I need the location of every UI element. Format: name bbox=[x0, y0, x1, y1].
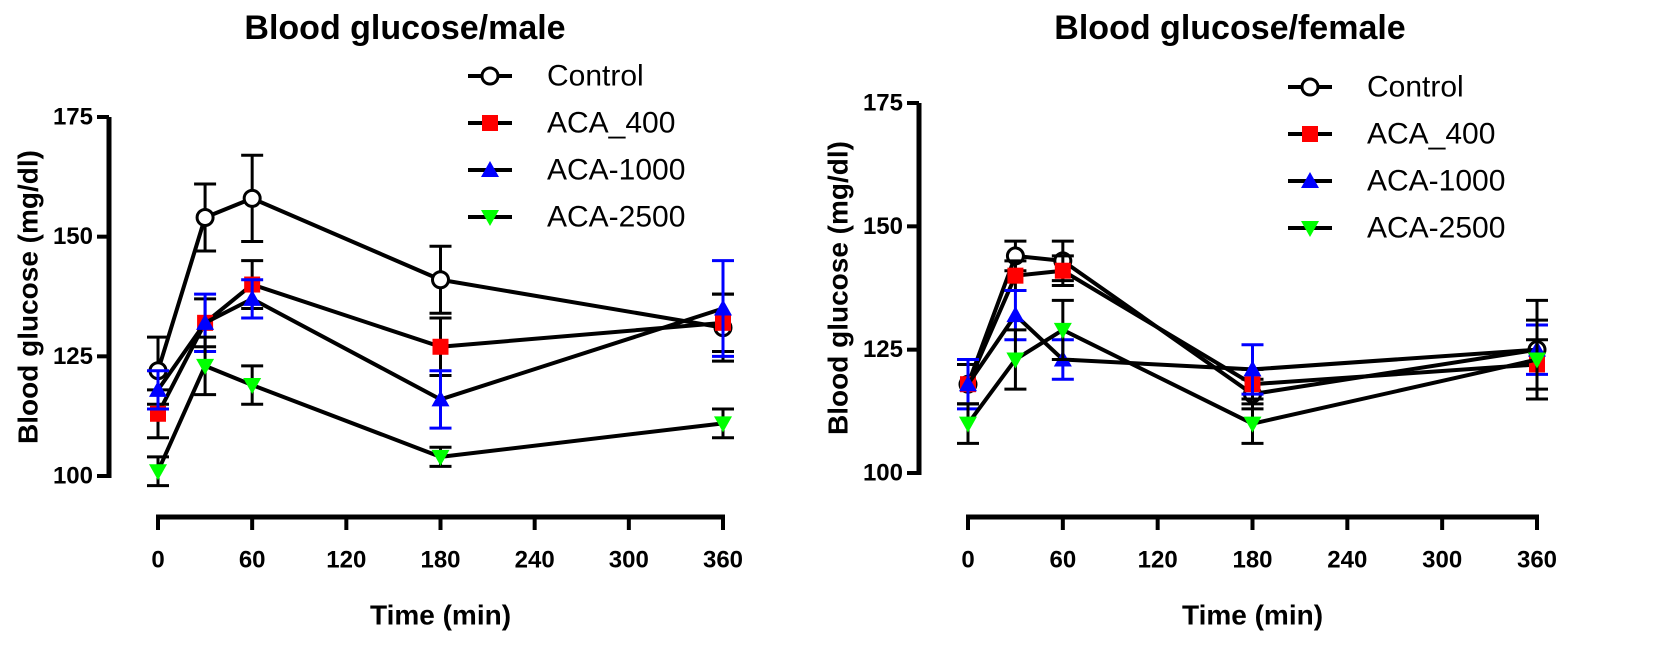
legend-label: ACA-2500 bbox=[1367, 212, 1505, 245]
y-tick-label: 100 bbox=[863, 460, 903, 487]
x-axis-label: Time (min) bbox=[1182, 600, 1323, 631]
legend-marker bbox=[481, 210, 499, 226]
data-point bbox=[242, 188, 262, 208]
legend-marker bbox=[482, 115, 498, 131]
x-tick-label: 180 bbox=[420, 547, 460, 574]
x-tick-label: 240 bbox=[1327, 547, 1367, 574]
legend-label: ACA-1000 bbox=[1367, 165, 1505, 198]
data-point bbox=[1006, 352, 1025, 369]
y-tick-label: 150 bbox=[863, 213, 903, 240]
legend-item: ACA-1000 bbox=[1288, 165, 1505, 198]
series-ACA-1000 bbox=[147, 259, 734, 430]
series-Control bbox=[147, 153, 734, 406]
legend-label: ACA-1000 bbox=[547, 154, 685, 187]
x-tick-label: 180 bbox=[1232, 547, 1272, 574]
legend-marker bbox=[480, 66, 500, 86]
x-axis-label: Time (min) bbox=[370, 600, 511, 631]
data-point bbox=[431, 390, 450, 407]
data-point bbox=[1007, 267, 1024, 284]
series-ACA-1000 bbox=[957, 288, 1548, 411]
legend-label: ACA_400 bbox=[1367, 118, 1495, 151]
chart-panel-2: Blood glucose/female 100 125 150 175 0 60 120 18… bbox=[823, 9, 1558, 631]
y-tick-label: 100 bbox=[53, 463, 93, 490]
y-tick-label: 125 bbox=[53, 343, 93, 370]
y-axis-label: Blood glucose (mg/dl) bbox=[823, 141, 854, 435]
data-point bbox=[195, 208, 215, 228]
data-point bbox=[714, 299, 732, 316]
legend-item: ACA_400 bbox=[468, 107, 675, 140]
legend: Control ACA_400 ACA-1000 ACA-2500 bbox=[1288, 71, 1505, 245]
y-tick-label: 125 bbox=[863, 336, 903, 363]
data-point bbox=[959, 416, 977, 433]
x-tick-label: 120 bbox=[326, 547, 366, 574]
data-point bbox=[1053, 322, 1072, 339]
data-point bbox=[243, 289, 262, 306]
data-point bbox=[959, 375, 977, 392]
data-point bbox=[714, 416, 732, 433]
legend-item: ACA-1000 bbox=[468, 154, 685, 187]
legend-marker bbox=[1302, 126, 1318, 142]
legend-item: ACA-2500 bbox=[1288, 212, 1505, 245]
legend-label: ACA-2500 bbox=[547, 201, 685, 234]
legend-label: Control bbox=[1367, 71, 1464, 104]
x-tick-label: 300 bbox=[1422, 547, 1462, 574]
data-point bbox=[1243, 360, 1262, 377]
legend-marker bbox=[1301, 221, 1319, 237]
data-point bbox=[1054, 262, 1071, 279]
data-point bbox=[243, 378, 262, 395]
series-ACA-2500 bbox=[957, 298, 1548, 445]
legend-label: ACA_400 bbox=[547, 107, 675, 140]
legend-marker bbox=[1300, 77, 1320, 97]
y-tick-label: 175 bbox=[863, 90, 903, 117]
x-tick-label: 0 bbox=[151, 547, 164, 574]
x-tick-label: 240 bbox=[515, 547, 555, 574]
data-point bbox=[431, 449, 450, 466]
x-tick-label: 60 bbox=[239, 547, 266, 574]
data-point bbox=[1528, 352, 1546, 369]
x-tick-label: 60 bbox=[1049, 547, 1076, 574]
data-point bbox=[196, 358, 215, 375]
x-tick-label: 360 bbox=[1517, 547, 1557, 574]
chart-title: Blood glucose/male bbox=[244, 9, 565, 47]
data-point bbox=[149, 380, 167, 397]
data-point bbox=[432, 338, 449, 355]
legend-item: ACA-2500 bbox=[468, 201, 685, 234]
legend-item: Control bbox=[1288, 71, 1464, 104]
x-tick-label: 120 bbox=[1138, 547, 1178, 574]
chart-panel-1: Blood glucose/male 100 125 150 175 0 60 120 180 2… bbox=[13, 9, 744, 631]
data-point bbox=[1006, 306, 1025, 323]
y-tick-label: 175 bbox=[53, 104, 93, 131]
x-tick-label: 0 bbox=[961, 547, 974, 574]
y-axis-label: Blood glucose (mg/dl) bbox=[13, 150, 44, 444]
chart-title: Blood glucose/female bbox=[1054, 9, 1405, 47]
x-tick-label: 360 bbox=[703, 547, 743, 574]
y-tick-label: 150 bbox=[53, 223, 93, 250]
legend-label: Control bbox=[547, 60, 644, 93]
data-point bbox=[149, 464, 167, 481]
data-point bbox=[196, 313, 215, 330]
legend: Control ACA_400 ACA-1000 ACA-2500 bbox=[468, 60, 685, 234]
legend-item: ACA_400 bbox=[1288, 118, 1495, 151]
data-point bbox=[1243, 416, 1262, 433]
legend-marker bbox=[481, 161, 499, 177]
data-point bbox=[431, 270, 450, 290]
x-tick-label: 300 bbox=[609, 547, 649, 574]
legend-marker bbox=[1301, 172, 1319, 188]
legend-item: Control bbox=[468, 60, 644, 93]
series-ACA-2500 bbox=[147, 335, 734, 488]
